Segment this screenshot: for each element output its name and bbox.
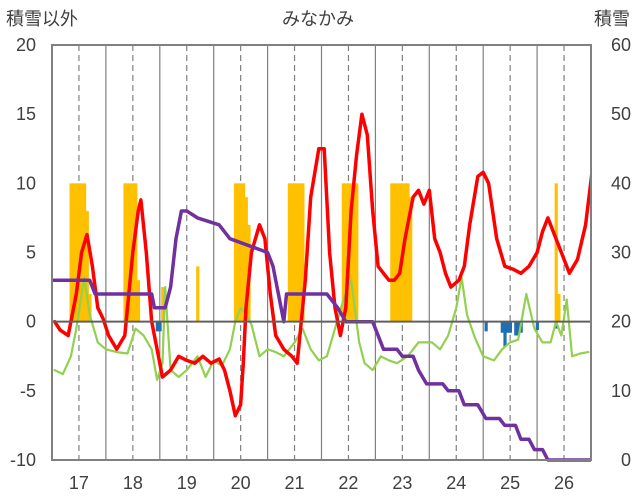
y-left-tick-label: 20 (16, 35, 36, 55)
bar (500, 321, 504, 333)
bar (355, 183, 359, 322)
y-right-tick-label: 30 (611, 243, 631, 263)
bar (390, 183, 394, 322)
bar (136, 280, 141, 322)
x-tick-label: 17 (69, 473, 89, 493)
bar (161, 287, 165, 322)
bar (484, 321, 488, 332)
bar (516, 321, 521, 336)
bar (341, 183, 345, 322)
y-right-tick-label: 0 (621, 450, 631, 470)
bar (290, 183, 294, 322)
bar (244, 197, 248, 322)
bar (395, 183, 399, 322)
series-line (52, 209, 591, 462)
y-right-tick-label: 60 (611, 35, 631, 55)
bar (239, 183, 243, 322)
bar (72, 183, 76, 322)
bar (557, 294, 561, 322)
bar (88, 294, 92, 322)
left-axis-label: 積雪以外 (6, 9, 78, 30)
x-tick-label: 21 (285, 473, 305, 493)
axes (51, 44, 592, 461)
right-axis-label: 積雪 (594, 9, 630, 30)
bar (514, 321, 518, 336)
y-left-tick-label: -5 (20, 381, 36, 401)
bar (409, 197, 413, 322)
x-tick-label: 26 (554, 473, 574, 493)
y-left-tick-label: 5 (26, 243, 36, 263)
bar (508, 321, 512, 333)
y-right-tick-label: 10 (611, 381, 631, 401)
bar (74, 183, 79, 322)
vertical-gridlines (78, 45, 565, 460)
y-left-tick-label: 10 (16, 173, 36, 193)
y-left-tick-label: 15 (16, 104, 36, 124)
bar (392, 183, 397, 322)
bar (352, 183, 356, 322)
x-tick-label: 20 (231, 473, 251, 493)
y-right-tick-label: 50 (611, 104, 631, 124)
bar (85, 211, 89, 322)
bar (535, 321, 539, 330)
bar (196, 266, 200, 322)
bar (398, 183, 402, 322)
x-tick-label: 23 (392, 473, 412, 493)
bar (295, 183, 300, 322)
bar (241, 183, 246, 322)
bar (344, 183, 348, 322)
y-right-tick-label: 20 (611, 312, 631, 332)
series-line (52, 112, 591, 418)
bar (126, 183, 130, 322)
bar (293, 183, 297, 322)
bar (123, 183, 127, 322)
bar (233, 183, 238, 322)
bar (506, 321, 510, 333)
bar (77, 183, 81, 322)
x-tick-label: 18 (123, 473, 143, 493)
bar (69, 183, 73, 322)
bar (236, 183, 240, 322)
bar (134, 183, 138, 322)
bar (287, 183, 292, 322)
bar (406, 183, 410, 322)
bar (155, 321, 159, 332)
bar (301, 183, 305, 322)
bar (503, 321, 507, 347)
bar (554, 183, 558, 322)
chart-title: みなかみ (282, 9, 354, 30)
x-tick-label: 19 (177, 473, 197, 493)
bar (82, 183, 87, 322)
y-right-tick-label: 40 (611, 173, 631, 193)
y-left-tick-label: -10 (10, 450, 36, 470)
bar (349, 183, 353, 322)
x-tick-label: 25 (500, 473, 520, 493)
plot-frame (51, 44, 592, 461)
bar (403, 183, 407, 322)
bar (298, 183, 302, 322)
series-line (53, 276, 590, 381)
tick-labels: -10 -5 0 5 10 15 20 0 10 20 30 40 50 60 17 18 19 20 21 22 23… (10, 35, 631, 493)
x-tick-label: 22 (338, 473, 358, 493)
bar (158, 321, 162, 332)
bar (128, 183, 133, 322)
x-tick-label: 24 (446, 473, 466, 493)
y-left-tick-label: 0 (26, 312, 36, 332)
